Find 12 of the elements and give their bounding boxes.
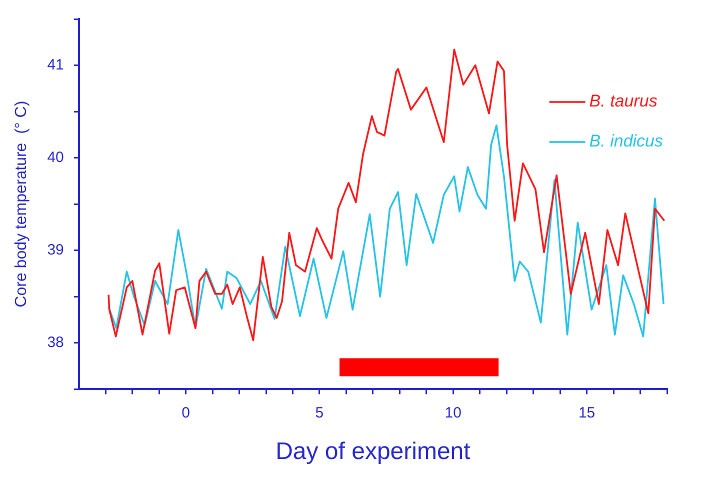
- y-tick-label: 40: [47, 148, 64, 166]
- y-tick-label: 41: [47, 56, 64, 74]
- x-tick-label: 0: [182, 404, 190, 422]
- x-tick-label: 5: [315, 404, 324, 422]
- legend-label: B. indicus: [589, 132, 664, 151]
- legend-label: B. taurus: [589, 92, 658, 111]
- y-tick-label: 38: [47, 334, 64, 352]
- x-tick-label: 10: [444, 404, 462, 422]
- y-axis-title: Core body temperature (° C): [13, 100, 30, 308]
- x-axis-title: Day of experiment: [276, 438, 471, 466]
- x-tick-label: 15: [578, 404, 596, 422]
- y-tick-label: 39: [47, 242, 64, 259]
